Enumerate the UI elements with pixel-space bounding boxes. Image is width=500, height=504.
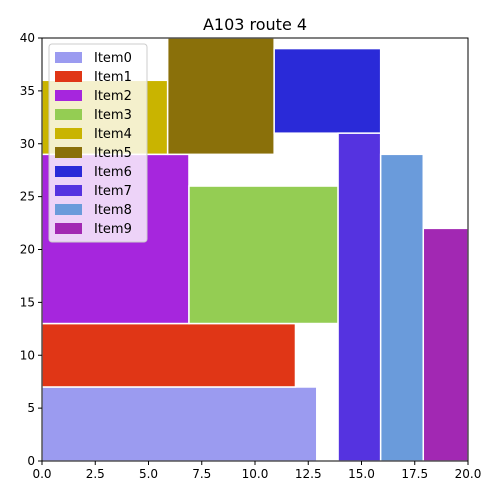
legend-label: Item5	[94, 146, 132, 161]
rect-item1	[41, 322, 297, 388]
legend-swatch	[55, 128, 82, 139]
legend-swatch	[55, 166, 82, 177]
y-tick-label: 40	[20, 31, 35, 45]
legend-label: Item9	[94, 222, 132, 237]
rect-item0	[41, 386, 318, 462]
rect-item6	[273, 47, 382, 134]
y-tick-label: 5	[27, 401, 35, 415]
y-tick-label: 20	[20, 243, 35, 257]
legend-label: Item7	[94, 184, 132, 199]
x-tick-label: 12.5	[295, 467, 322, 481]
y-tick-label: 0	[27, 454, 35, 468]
x-tick-label: 5.0	[139, 467, 158, 481]
legend-swatch	[55, 147, 82, 158]
legend-swatch	[55, 90, 82, 101]
chart-title: A103 route 4	[203, 15, 307, 34]
rect-item5	[166, 37, 275, 156]
rect-item3	[188, 185, 339, 325]
x-tick-label: 7.5	[192, 467, 211, 481]
legend-label: Item3	[94, 108, 132, 123]
legend-label: Item4	[94, 127, 132, 142]
rect-item8	[379, 153, 425, 462]
x-tick-label: 2.5	[86, 467, 105, 481]
x-tick-label: 20.0	[455, 467, 482, 481]
x-tick-label: 15.0	[348, 467, 375, 481]
x-axis-ticks: 0.0 2.5 5.0 7.5 10.0 12.5 15.0 17.5 20.0	[32, 461, 481, 481]
rect-item7	[337, 132, 382, 462]
legend-swatch	[55, 71, 82, 82]
y-tick-label: 30	[20, 137, 35, 151]
legend-label: Item0	[94, 51, 132, 66]
legend-label: Item2	[94, 89, 132, 104]
x-tick-label: 10.0	[242, 467, 269, 481]
legend: Item0 Item1 Item2 Item3 Item4 Item5 Item6 Item7…	[48, 43, 148, 243]
legend-swatch	[55, 52, 82, 63]
x-tick-label: 0.0	[32, 467, 51, 481]
legend-swatch	[55, 204, 82, 215]
legend-label: Item6	[94, 165, 132, 180]
y-tick-label: 10	[20, 348, 35, 362]
legend-swatch	[55, 223, 82, 234]
legend-swatch	[55, 185, 82, 196]
y-tick-label: 15	[20, 295, 35, 309]
rect-item9	[422, 227, 469, 462]
y-tick-label: 25	[20, 190, 35, 204]
legend-label: Item8	[94, 203, 132, 218]
legend-label: Item1	[94, 70, 132, 85]
y-axis-ticks: 0 5 10 15 20 25 30 35 40	[20, 31, 42, 468]
x-tick-label: 17.5	[401, 467, 428, 481]
legend-swatch	[55, 109, 82, 120]
y-tick-label: 35	[20, 84, 35, 98]
